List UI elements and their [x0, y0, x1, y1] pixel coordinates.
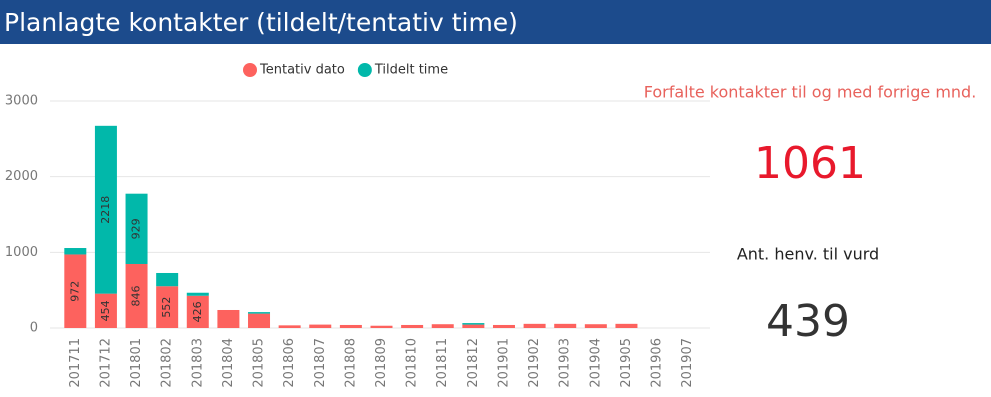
x-tick-label: 201904: [588, 338, 603, 388]
bar-segment: [186, 295, 209, 328]
card-label: Forfalte kontakter til og med forrige mn…: [644, 83, 977, 102]
bar-segment: [156, 272, 179, 287]
data-label: 2218: [99, 196, 112, 224]
bar-segment: [125, 263, 148, 328]
data-label: 426: [191, 301, 204, 322]
bar-segment: [339, 324, 362, 328]
x-tick-label: 201901: [496, 338, 511, 388]
header-bar: [0, 0, 991, 44]
bar-segment: [217, 309, 240, 328]
bar-segment: [401, 324, 424, 328]
legend-marker: [243, 63, 257, 77]
bar-segment: [462, 323, 485, 325]
legend-label: Tentativ dato: [259, 63, 345, 78]
x-tick-label: 201809: [374, 338, 389, 388]
bar-segment: [615, 323, 638, 328]
x-tick-label: 201812: [466, 338, 481, 388]
x-tick-label: 201903: [558, 338, 573, 388]
x-tick-label: 201807: [313, 338, 328, 388]
x-tick-label: 201810: [405, 338, 420, 388]
bar-segment: [309, 324, 332, 328]
bar-segment: [492, 324, 515, 328]
bar-segment: [156, 286, 179, 328]
y-tick-label: 2000: [5, 169, 38, 184]
legend-marker: [357, 63, 372, 77]
bar-segment: [64, 254, 87, 328]
x-tick-label: 201805: [252, 338, 267, 388]
bar-segment: [64, 248, 87, 255]
bar-segment: [125, 193, 148, 264]
bar-segment: [278, 325, 301, 328]
bar-segment: [94, 293, 117, 328]
data-label: 972: [68, 281, 81, 302]
card-value: 1061: [754, 138, 866, 189]
bar-segment: [370, 325, 393, 328]
bar-segment: [523, 323, 546, 328]
bar-segment: [248, 312, 271, 314]
x-tick-label: 201804: [221, 338, 236, 388]
x-tick-label: 201905: [619, 338, 634, 388]
card-label: Ant. henv. til vurd: [737, 245, 879, 264]
x-tick-label: 201711: [68, 338, 83, 388]
bar-segment: [431, 324, 454, 328]
x-tick-label: 201806: [282, 338, 297, 388]
x-tick-label: 201801: [129, 338, 144, 388]
x-tick-label: 201808: [343, 338, 358, 388]
x-tick-label: 201712: [98, 338, 113, 388]
data-label: 846: [130, 285, 143, 306]
x-tick-label: 201907: [680, 338, 695, 388]
x-tick-label: 201802: [160, 338, 175, 388]
x-tick-label: 201906: [650, 338, 665, 388]
x-tick-label: 201902: [527, 338, 542, 388]
data-label: 929: [130, 218, 143, 239]
bar-segment: [462, 324, 485, 328]
bar-segment: [94, 125, 117, 294]
bar-segment: [554, 323, 577, 328]
x-tick-label: 201803: [190, 338, 205, 388]
bar-segment: [248, 313, 271, 328]
legend-label: Tildelt time: [374, 63, 448, 78]
page-title: Planlagte kontakter (tildelt/tentativ ti…: [4, 8, 518, 37]
data-label: 552: [160, 297, 173, 318]
y-tick-label: 3000: [5, 94, 38, 109]
bar-segment: [584, 324, 607, 328]
bar-segment: [186, 292, 209, 296]
data-label: 454: [99, 300, 112, 321]
x-tick-label: 201811: [435, 338, 450, 388]
card-value: 439: [766, 296, 850, 347]
y-tick-label: 0: [30, 321, 38, 336]
y-tick-label: 1000: [5, 245, 38, 260]
